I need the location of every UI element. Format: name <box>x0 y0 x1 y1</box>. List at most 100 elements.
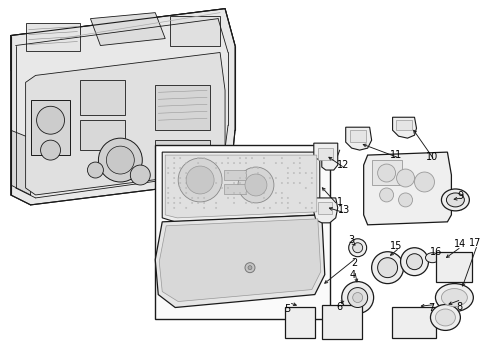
Polygon shape <box>162 152 319 222</box>
Polygon shape <box>90 13 165 45</box>
Bar <box>155 140 210 170</box>
Circle shape <box>305 192 306 194</box>
Bar <box>317 148 332 160</box>
Circle shape <box>239 167 240 169</box>
Circle shape <box>263 162 264 164</box>
Bar <box>391 306 436 338</box>
Circle shape <box>221 172 223 174</box>
Circle shape <box>251 172 252 174</box>
Circle shape <box>98 138 142 182</box>
Bar <box>155 85 210 130</box>
Circle shape <box>275 187 276 189</box>
Circle shape <box>227 187 228 189</box>
Circle shape <box>221 197 223 199</box>
Circle shape <box>244 177 246 179</box>
Circle shape <box>209 187 210 189</box>
Circle shape <box>185 157 186 159</box>
Circle shape <box>167 162 183 178</box>
Circle shape <box>377 164 395 182</box>
Circle shape <box>310 202 312 204</box>
Polygon shape <box>313 143 337 170</box>
Text: 7: 7 <box>427 302 434 312</box>
Polygon shape <box>11 9 235 205</box>
Bar <box>285 306 314 338</box>
Circle shape <box>305 182 306 184</box>
Text: 12: 12 <box>336 160 348 170</box>
Circle shape <box>215 182 217 184</box>
Circle shape <box>239 197 240 199</box>
Circle shape <box>239 162 240 164</box>
Circle shape <box>263 172 264 174</box>
Circle shape <box>414 172 433 192</box>
Circle shape <box>310 197 312 199</box>
Circle shape <box>167 192 169 194</box>
Circle shape <box>286 167 288 169</box>
Polygon shape <box>159 219 320 302</box>
Circle shape <box>292 187 294 189</box>
Circle shape <box>179 167 181 169</box>
Circle shape <box>179 192 181 194</box>
Circle shape <box>257 167 258 169</box>
Circle shape <box>299 187 300 189</box>
Text: 15: 15 <box>389 241 402 251</box>
Polygon shape <box>313 198 337 223</box>
Circle shape <box>268 187 270 189</box>
Circle shape <box>396 169 414 187</box>
Circle shape <box>244 263 254 273</box>
Circle shape <box>281 192 282 194</box>
Circle shape <box>203 162 204 164</box>
Circle shape <box>275 172 276 174</box>
Circle shape <box>275 167 276 169</box>
Ellipse shape <box>429 305 459 330</box>
Polygon shape <box>11 9 235 71</box>
Circle shape <box>281 197 282 199</box>
Circle shape <box>173 157 175 159</box>
Circle shape <box>37 106 64 134</box>
Circle shape <box>299 162 300 164</box>
Circle shape <box>215 187 217 189</box>
Bar <box>224 170 245 180</box>
Circle shape <box>247 266 251 270</box>
Circle shape <box>215 192 217 194</box>
Text: 4: 4 <box>349 270 355 280</box>
Circle shape <box>215 197 217 199</box>
Text: 13: 13 <box>337 205 349 215</box>
Circle shape <box>281 202 282 204</box>
Polygon shape <box>25 53 224 195</box>
Text: 9: 9 <box>456 191 463 201</box>
Circle shape <box>257 197 258 199</box>
Polygon shape <box>11 130 31 195</box>
Circle shape <box>275 177 276 179</box>
Circle shape <box>263 177 264 179</box>
Circle shape <box>197 177 199 179</box>
Circle shape <box>292 172 294 174</box>
Circle shape <box>167 202 169 204</box>
Circle shape <box>299 167 300 169</box>
Circle shape <box>268 182 270 184</box>
Circle shape <box>179 187 181 189</box>
Circle shape <box>233 192 234 194</box>
Circle shape <box>299 157 300 159</box>
Text: 1: 1 <box>336 197 342 207</box>
Circle shape <box>251 197 252 199</box>
Circle shape <box>292 182 294 184</box>
Circle shape <box>179 177 181 179</box>
Circle shape <box>185 187 186 189</box>
Circle shape <box>299 172 300 174</box>
Ellipse shape <box>435 309 454 326</box>
Ellipse shape <box>435 284 472 311</box>
Circle shape <box>348 239 366 257</box>
Bar <box>371 160 401 185</box>
Bar <box>155 145 329 319</box>
Circle shape <box>244 187 246 189</box>
Ellipse shape <box>441 289 467 306</box>
Polygon shape <box>165 155 316 218</box>
Circle shape <box>257 172 258 174</box>
Circle shape <box>41 140 61 160</box>
Circle shape <box>268 162 270 164</box>
Circle shape <box>286 187 288 189</box>
Circle shape <box>305 157 306 159</box>
Circle shape <box>281 167 282 169</box>
Circle shape <box>227 192 228 194</box>
Circle shape <box>305 162 306 164</box>
